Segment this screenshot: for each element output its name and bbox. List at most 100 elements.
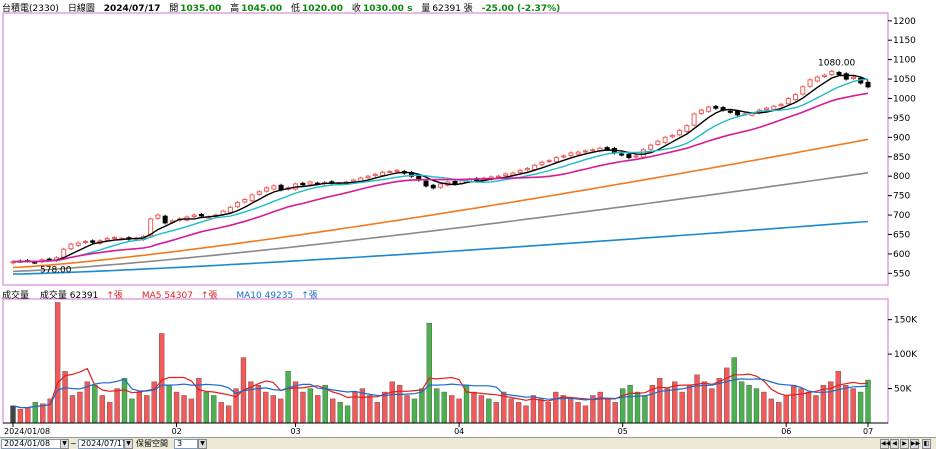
volume-bar [560,395,566,424]
volume-bar [136,391,143,424]
start-date-field[interactable]: 2024/01/08 [1,439,61,449]
end-date-dropdown-icon[interactable]: ▼ [124,439,133,449]
end-date-field[interactable]: 2024/07/17 [78,439,127,449]
candle-body [771,105,777,110]
keep-space-stepper-icon[interactable]: ▼ [198,439,207,449]
volume-bar [813,395,819,424]
volume-bar [367,395,373,424]
volume-legend: 成交量 成交量 62391 ↑張 MA5 54307 ↑張 MA10 49235 ↑張 [2,288,334,301]
quote-header: 台積電(2330) 日線圖 2024/07/17 開 1035.00 高 1045.… [2,1,566,14]
volume-bar [567,398,574,424]
candle-body [191,214,197,217]
volume-chart[interactable]: 50K 100K 150K 2024/01/08 02 03 04 05 06 07 [0,287,936,437]
candle-body [372,173,378,177]
period-label: 日線圖 [67,4,95,14]
volume-bar [738,381,745,424]
candle-body [561,155,567,158]
candle-body [75,242,81,246]
volume-bar [404,395,410,424]
volume-bar [322,384,328,424]
candle-body [691,113,697,126]
candle-body [300,182,306,186]
candle-body [365,175,371,179]
y-tick-label: 650 [893,230,910,240]
volume-bar [664,388,670,424]
volume-bar [515,402,522,424]
volume-ma5-line [12,367,869,409]
volume-bar [337,402,343,424]
y-tick-label: 950 [893,114,910,124]
candle-body [829,70,835,76]
volume-bar [753,388,760,424]
candle-body [546,160,552,163]
volume-bar [672,381,678,424]
candle-body [524,167,530,171]
candle-body [495,175,501,178]
volume-bar [657,378,663,424]
volume-bar [493,402,499,424]
volume-bar [344,405,351,424]
volume-bar [620,388,626,424]
candle-body [227,206,233,213]
volume-bar [857,391,864,424]
high-value: 1045.00 [241,4,283,14]
candle-body [604,147,610,150]
scroll-first-icon[interactable]: ◀◀ [880,439,891,449]
volume-y-tick-label: 150K [894,316,918,326]
candle-body [807,79,813,87]
low-annotation: 578.00 [40,265,72,275]
volume-bar [642,395,648,424]
volume-bar [679,391,685,424]
candle-body [851,76,857,79]
volume-bar [32,402,38,424]
candle-body [68,243,74,250]
candle-body [662,136,668,143]
volume-bar [426,322,432,424]
start-date-dropdown-icon[interactable]: ▼ [60,439,69,449]
candle-body [430,184,436,189]
candle-body [307,181,313,185]
volume-bar [77,391,83,424]
volume-bar [605,398,611,424]
quote-date: 2024/07/17 [103,4,161,14]
volume-bar [166,384,172,424]
volume-ma10: MA10 49235 ↑張 [236,291,318,301]
volume-bar [225,405,232,424]
volume-bar [330,398,336,424]
candle-body [235,202,241,208]
volume-bar [54,302,61,424]
volume-bar [731,357,737,424]
y-tick-label: 850 [893,153,910,163]
keep-space-field[interactable]: 3 [174,439,198,449]
x-tick-label: 2024/01/08 [4,427,50,436]
volume-bar [434,388,440,424]
candle-body [575,151,581,155]
volume-ma10-line [12,378,869,409]
scroll-last-icon[interactable]: ▶▶ [910,439,921,449]
volume-bar [129,398,135,424]
volume-bar [441,391,447,424]
y-tick-label: 1100 [893,56,916,66]
scroll-left-icon[interactable]: ◀ [890,439,899,449]
candle-body [387,171,393,174]
candle-body [865,81,871,88]
volume-label: 量 [421,4,431,14]
zoom-icon[interactable]: ◧ [922,439,931,449]
scroll-right-icon[interactable]: ▶ [900,439,909,449]
x-tick-label: 02 [172,427,182,436]
volume-bar [203,391,209,424]
sma240-line [12,220,869,275]
x-tick-label: 06 [781,427,791,436]
volume-bar [69,395,76,424]
volume-bar [315,395,321,424]
y-tick-label: 1200 [893,17,916,27]
volume-title: 成交量 [2,291,30,301]
volume-bar [649,384,656,424]
candle-body [539,161,545,166]
sma5-line [12,74,869,263]
price-chart[interactable]: 550 600 650 700 750 800 850 900 950 1000 1050 1100 1… [0,0,936,290]
volume-bar [278,398,284,424]
candle-body [843,73,849,80]
candle-body [698,109,704,114]
change-value: -25.00 (-2.37%) [481,4,561,14]
